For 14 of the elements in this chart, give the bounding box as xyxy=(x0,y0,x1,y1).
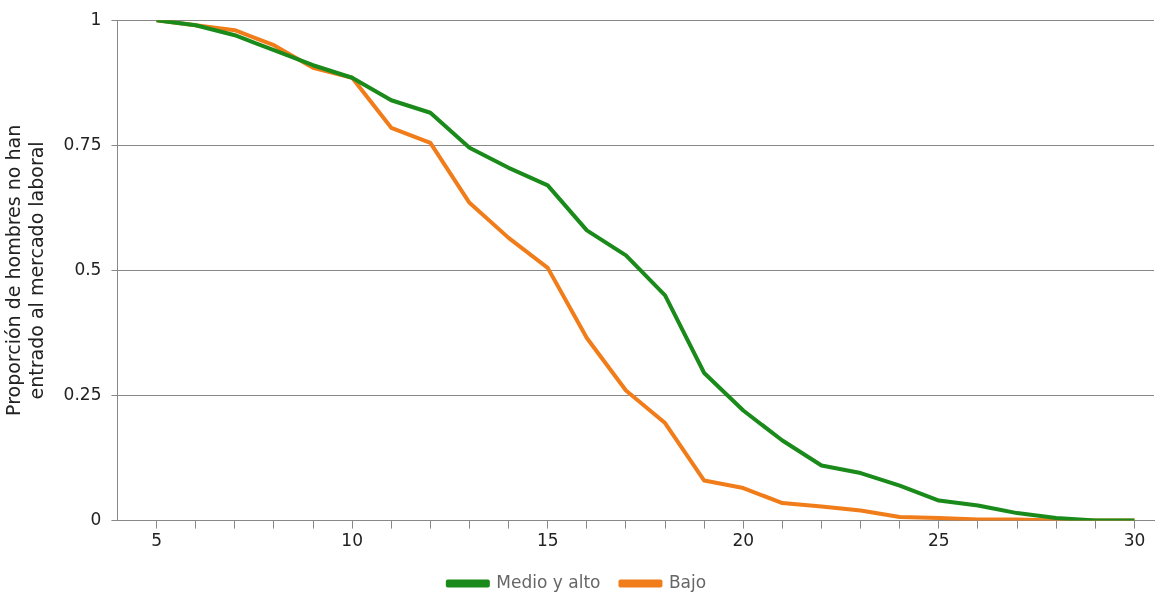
y-tick-label: 0 xyxy=(90,509,102,530)
legend-label: Medio y alto xyxy=(496,571,601,592)
x-tick-label: 20 xyxy=(732,530,755,551)
x-tick-label: 15 xyxy=(536,530,559,551)
y-tick-label: 0.25 xyxy=(63,383,102,404)
y-tick-label: 1 xyxy=(90,8,102,29)
y-tick-label: 0.75 xyxy=(63,133,102,154)
y-axis-title: Proporción de hombres no han entrado al mercado laboral xyxy=(2,124,48,416)
x-tick-label: 10 xyxy=(341,530,363,551)
x-tick-label: 5 xyxy=(151,530,162,551)
y-tick-label: 0.5 xyxy=(74,258,102,279)
legend-label: Bajo xyxy=(668,571,707,592)
x-tick-label: 25 xyxy=(928,530,950,551)
x-tick-label: 30 xyxy=(1123,530,1146,551)
